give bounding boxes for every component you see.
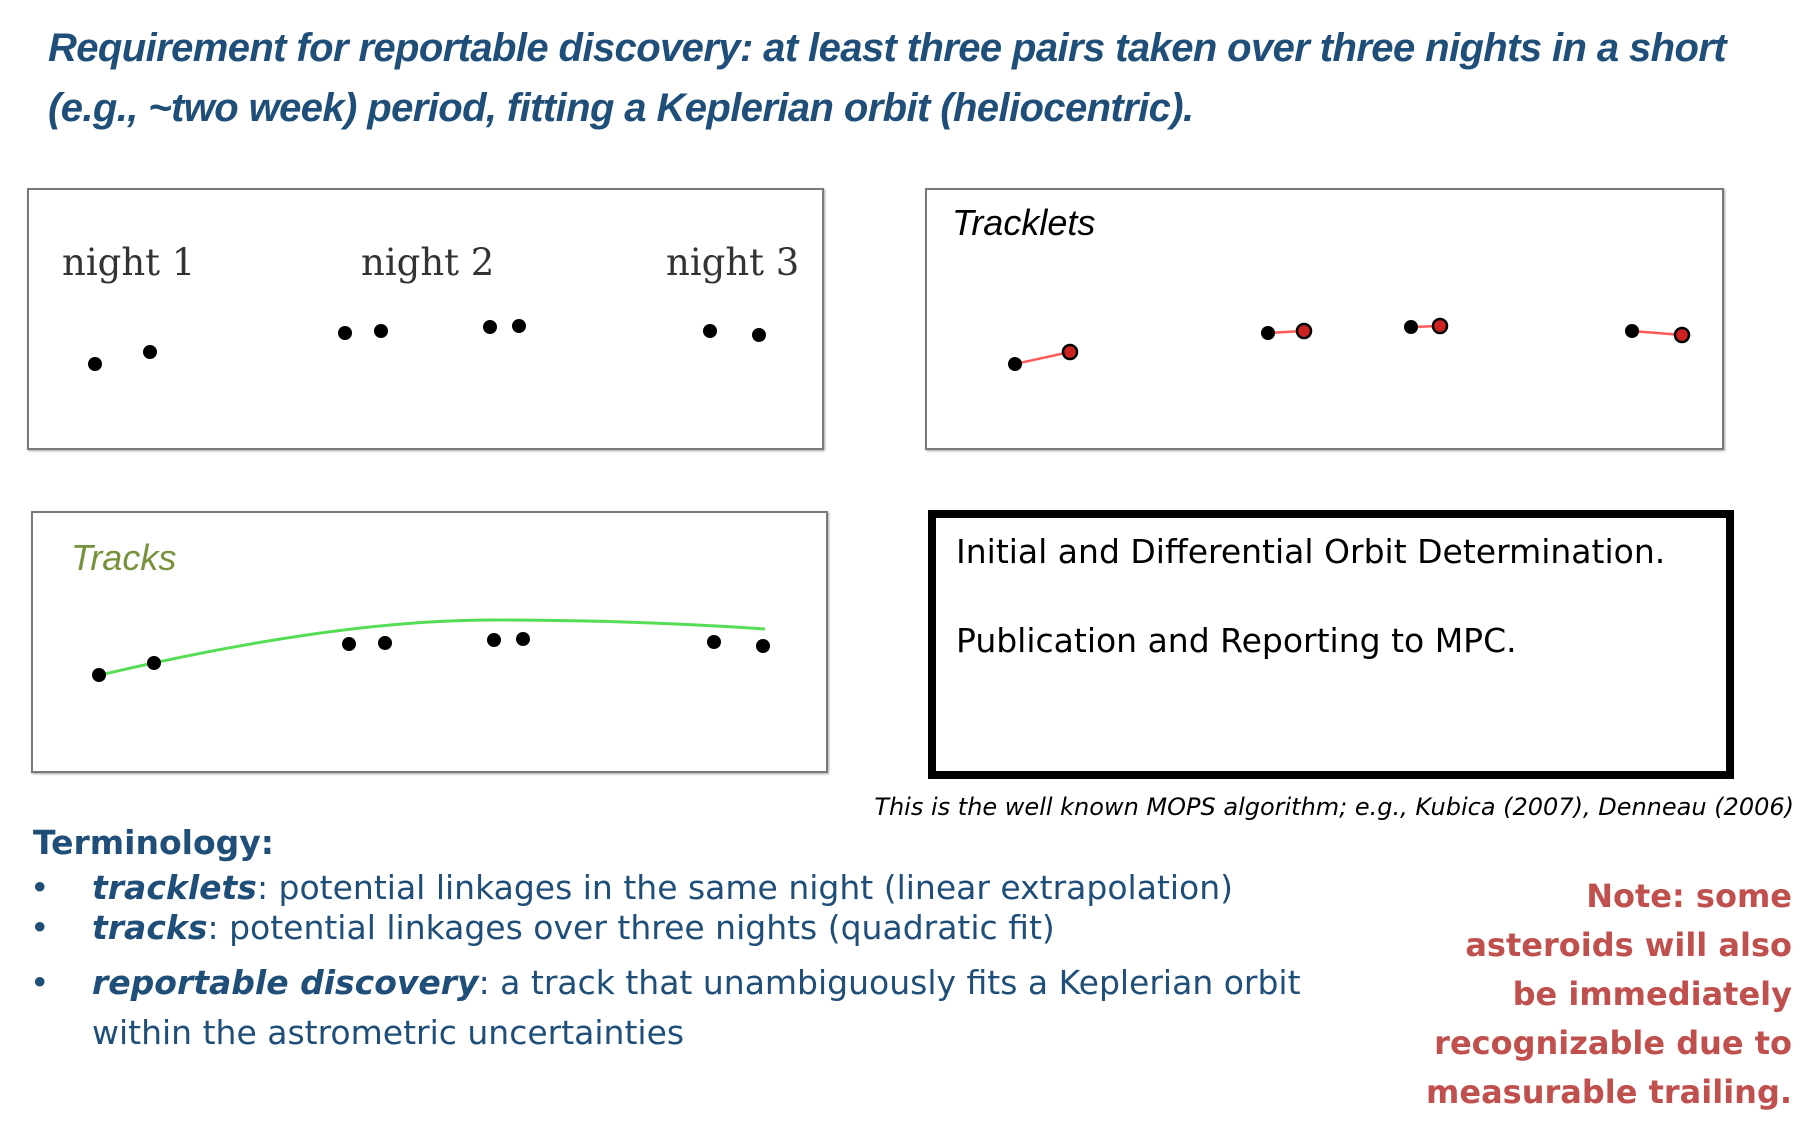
detection-point — [1061, 343, 1079, 361]
night-2-label: night 2 — [361, 241, 494, 284]
tracks-diagram — [92, 618, 770, 682]
detection-point — [707, 635, 721, 649]
orbit-determination-box: Initial and Differential Orbit Determina… — [928, 510, 1734, 779]
detection-point — [1673, 326, 1691, 344]
bullet-icon: • — [30, 868, 50, 907]
terminology-heading: Terminology: — [33, 823, 274, 862]
term-description: : potential linkages over three nights (… — [207, 908, 1055, 947]
nights-diagram: night 1 night 2 night 3 — [62, 241, 799, 371]
orbit-line-1: Initial and Differential Orbit Determina… — [956, 532, 1666, 571]
list-item: • reportable discovery: a track that unam… — [30, 958, 1410, 1058]
detection-point — [487, 633, 501, 647]
term-name: tracks — [92, 908, 208, 947]
tracklets-diagram — [1008, 317, 1691, 371]
tracks-panel: Tracks — [31, 511, 828, 773]
bullet-icon: • — [30, 963, 50, 1002]
detection-point — [512, 319, 526, 333]
detection-point — [338, 326, 352, 340]
track-curve — [95, 618, 766, 678]
tracklet-line — [1631, 329, 1683, 337]
nights-panel: night 1 night 2 night 3 — [27, 188, 824, 450]
list-item: • tracks: potential linkages over three n… — [30, 908, 1410, 948]
detection-point — [483, 320, 497, 334]
terminology-list: • tracklets: potential linkages in the sa… — [30, 868, 1410, 1058]
orbit-line-2: Publication and Reporting to MPC. — [956, 621, 1517, 660]
detection-point — [516, 632, 530, 646]
detection-point — [1295, 322, 1313, 340]
night-1-label: night 1 — [62, 241, 195, 284]
detection-point — [1404, 320, 1418, 334]
term-description: : a track that unambiguously fits a Kepl… — [92, 963, 1301, 1052]
detection-point — [1261, 326, 1275, 340]
detection-point — [1008, 357, 1022, 371]
detection-point — [703, 324, 717, 338]
detection-point — [752, 328, 766, 342]
term-description: : potential linkages in the same night (… — [256, 868, 1234, 907]
term-name: tracklets — [92, 868, 257, 907]
list-item: • tracklets: potential linkages in the sa… — [30, 868, 1410, 908]
detection-point — [143, 345, 157, 359]
detection-point — [88, 357, 102, 371]
tracklets-title: Tracklets — [952, 202, 1096, 243]
tracklets-panel: Tracklets — [925, 188, 1724, 450]
detection-point — [1431, 317, 1449, 335]
detection-point — [1625, 324, 1639, 338]
tracklet-line — [1014, 350, 1071, 366]
headline-emphasis: Requirement for reportable discovery — [48, 26, 741, 70]
detection-point — [147, 656, 161, 670]
headline-rest: : at least three pairs taken over three … — [48, 26, 1727, 130]
slide-headline: Requirement for reportable discovery: at… — [48, 18, 1748, 138]
trailing-note: Note: some asteroids will also be immedi… — [1426, 877, 1792, 1111]
bullet-icon: • — [30, 908, 50, 947]
detection-point — [92, 668, 106, 682]
detection-point — [378, 636, 392, 650]
tracks-title: Tracks — [71, 537, 177, 578]
detection-point — [342, 637, 356, 651]
citation-text: This is the well known MOPS algorithm; e… — [874, 793, 1794, 821]
night-3-label: night 3 — [666, 241, 799, 284]
detection-point — [374, 324, 388, 338]
detection-point — [756, 639, 770, 653]
term-name: reportable discovery — [92, 963, 479, 1002]
